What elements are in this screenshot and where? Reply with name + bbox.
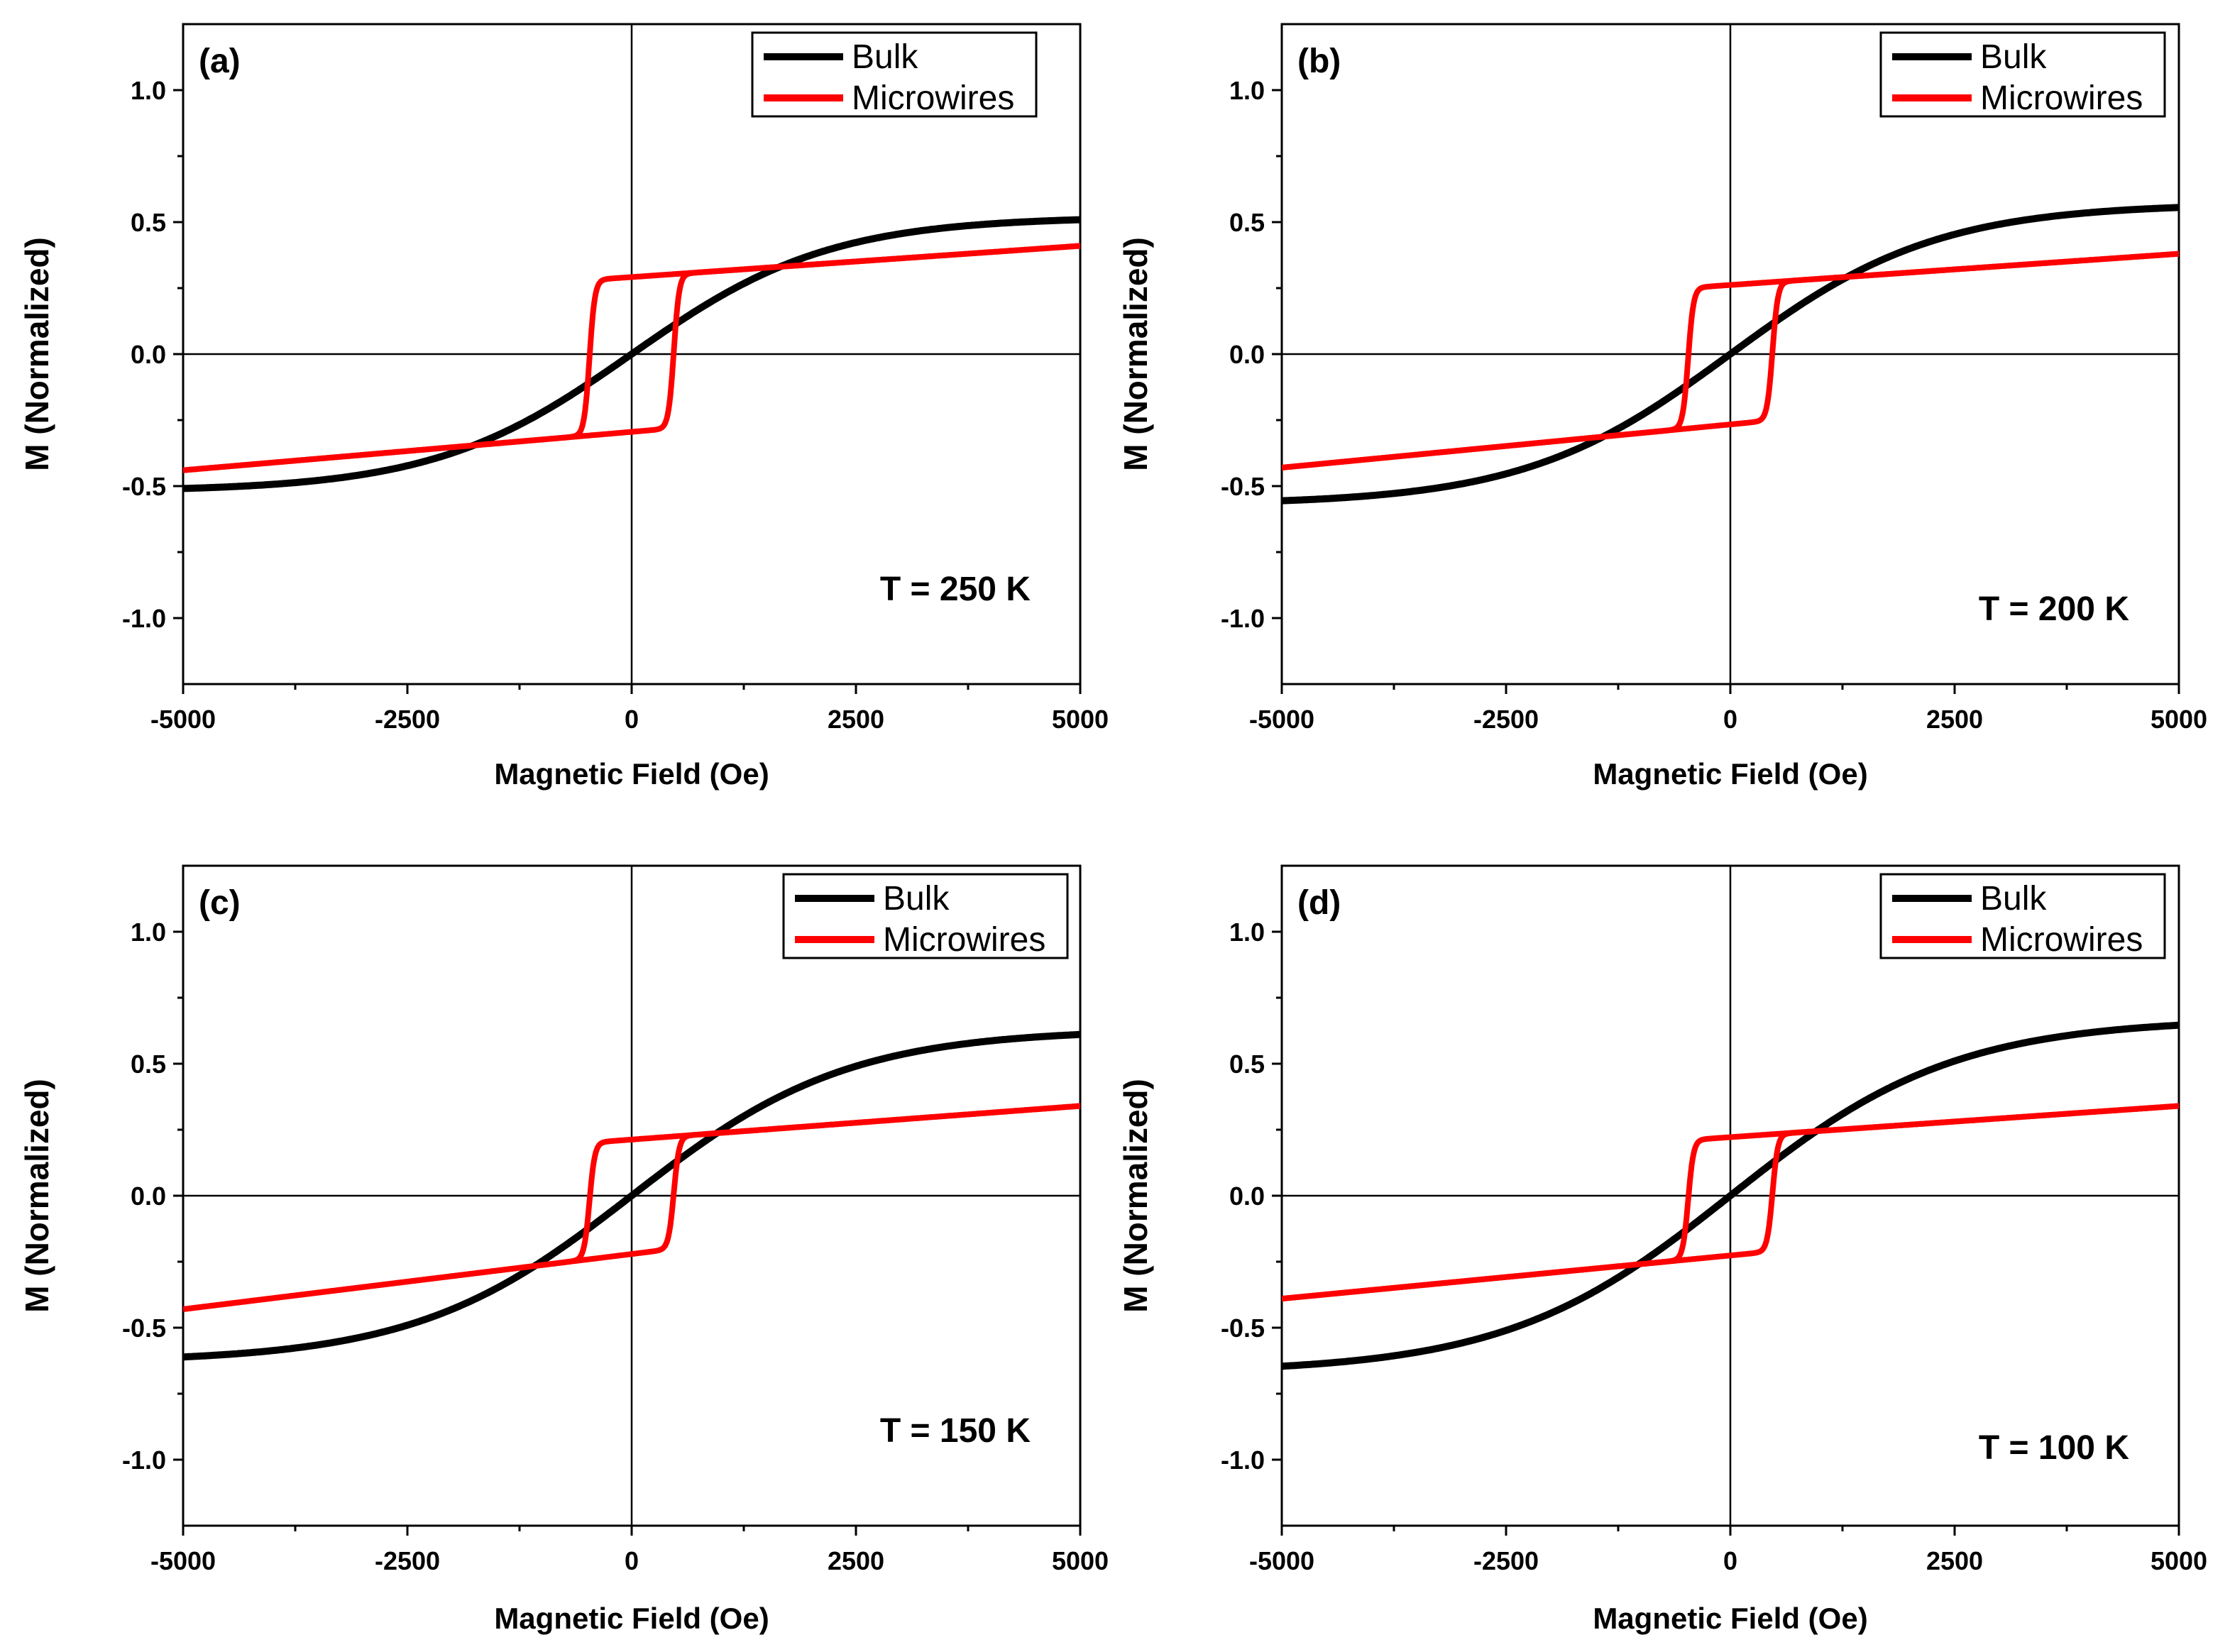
x-tick-label: 0 bbox=[625, 705, 639, 734]
y-tick-label: -0.5 bbox=[122, 472, 166, 501]
legend-label-bulk: Bulk bbox=[1980, 880, 2047, 918]
legend-box bbox=[1879, 873, 2166, 959]
panel-label: (a) bbox=[199, 43, 241, 80]
y-tick-label: -0.5 bbox=[1221, 1314, 1265, 1343]
y-tick-label: -1.0 bbox=[1221, 1446, 1265, 1475]
temperature-annotation: T = 250 K bbox=[880, 571, 1031, 608]
y-tick-label: 0.0 bbox=[1229, 1182, 1265, 1211]
y-tick-label: 0.0 bbox=[131, 340, 166, 369]
x-tick-label: 5000 bbox=[1052, 705, 1109, 734]
legend-label-microwires: Microwires bbox=[883, 921, 1045, 959]
y-axis-title: M (Normalized) bbox=[1117, 1079, 1154, 1313]
panel-label: (d) bbox=[1297, 884, 1341, 922]
chart-panel-c: -5000 -2500 0 2500 5000 1.0 0.5 0.0 -0.5 -1.0 Magn… bbox=[18, 864, 1109, 1635]
x-tick-label: 2500 bbox=[828, 1546, 884, 1575]
x-tick-label: 0 bbox=[1723, 1546, 1737, 1575]
temperature-annotation: T = 200 K bbox=[1979, 590, 2129, 628]
series-bulk-curve bbox=[183, 216, 1080, 492]
y-tick-label: -0.5 bbox=[122, 1314, 166, 1343]
series-bulk-curve bbox=[1282, 1021, 2179, 1370]
y-tick-label: -0.5 bbox=[1221, 472, 1265, 501]
y-axis-title: M (Normalized) bbox=[18, 237, 55, 471]
x-axis-title: Magnetic Field (Oe) bbox=[1593, 757, 1867, 791]
y-tick-label: 0.5 bbox=[131, 208, 166, 237]
x-tick-label: 5000 bbox=[2151, 705, 2207, 734]
x-tick-label: 2500 bbox=[1926, 1546, 1983, 1575]
x-axis-title: Magnetic Field (Oe) bbox=[1593, 1602, 1867, 1635]
x-axis-title: Magnetic Field (Oe) bbox=[494, 757, 769, 791]
temperature-annotation: T = 150 K bbox=[880, 1412, 1031, 1450]
y-tick-label: 0.5 bbox=[131, 1050, 166, 1079]
panel-label: (c) bbox=[199, 884, 241, 922]
chart-panel-a: -5000 -2500 0 2500 5000 1.0 0.5 0.0 -0.5 -1.0 Magn… bbox=[18, 23, 1109, 791]
series-microwires-descending-branch bbox=[1282, 1103, 2179, 1302]
legend-label-microwires: Microwires bbox=[1980, 79, 2143, 117]
x-tick-label: -2500 bbox=[375, 1546, 440, 1575]
legend-box bbox=[751, 31, 1038, 118]
y-tick-label: 0.5 bbox=[1229, 208, 1265, 237]
y-tick-label: 0.0 bbox=[1229, 340, 1265, 369]
chart-panel-d: -5000 -2500 0 2500 5000 1.0 0.5 0.0 -0.5 -1.0 Magn… bbox=[1117, 864, 2207, 1635]
y-tick-label: 1.0 bbox=[1229, 918, 1265, 947]
legend-label-bulk: Bulk bbox=[1980, 38, 2047, 76]
series-microwires-descending-branch bbox=[183, 243, 1080, 473]
series-bulk-curve bbox=[183, 1030, 1080, 1361]
y-tick-label: 0.0 bbox=[131, 1182, 166, 1211]
legend-label-bulk: Bulk bbox=[883, 880, 950, 918]
series-bulk-curve bbox=[1282, 204, 2179, 505]
x-tick-label: -5000 bbox=[1249, 705, 1314, 734]
legend-label-microwires: Microwires bbox=[1980, 921, 2143, 959]
x-tick-label: 0 bbox=[625, 1546, 639, 1575]
x-tick-label: -5000 bbox=[150, 705, 216, 734]
x-tick-label: -5000 bbox=[1249, 1546, 1314, 1575]
y-tick-label: 0.5 bbox=[1229, 1050, 1265, 1079]
y-axis-title: M (Normalized) bbox=[1117, 237, 1154, 471]
x-tick-label: 0 bbox=[1723, 705, 1737, 734]
x-tick-label: 5000 bbox=[1052, 1546, 1109, 1575]
x-tick-label: -5000 bbox=[150, 1546, 216, 1575]
y-tick-label: -1.0 bbox=[1221, 604, 1265, 633]
x-tick-label: -2500 bbox=[1473, 1546, 1539, 1575]
y-tick-label: 1.0 bbox=[131, 76, 166, 105]
x-tick-label: 2500 bbox=[828, 705, 884, 734]
legend-box bbox=[1879, 31, 2166, 118]
x-tick-label: -2500 bbox=[375, 705, 440, 734]
legend-label-microwires: Microwires bbox=[852, 79, 1014, 117]
legend-box bbox=[782, 873, 1069, 959]
series-microwires-descending-branch bbox=[1282, 250, 2179, 470]
x-tick-label: 5000 bbox=[2151, 1546, 2207, 1575]
panel-label: (b) bbox=[1297, 43, 1341, 80]
x-tick-label: 2500 bbox=[1926, 705, 1983, 734]
x-axis-title: Magnetic Field (Oe) bbox=[494, 1602, 769, 1635]
y-tick-label: -1.0 bbox=[122, 1446, 166, 1475]
y-tick-label: 1.0 bbox=[1229, 76, 1265, 105]
series-microwires-descending-branch bbox=[183, 1103, 1080, 1312]
y-axis-title: M (Normalized) bbox=[18, 1079, 55, 1313]
x-tick-label: -2500 bbox=[1473, 705, 1539, 734]
temperature-annotation: T = 100 K bbox=[1979, 1429, 2129, 1467]
y-tick-label: 1.0 bbox=[131, 918, 166, 947]
chart-panel-b: -5000 -2500 0 2500 5000 1.0 0.5 0.0 -0.5 -1.0 Magn… bbox=[1117, 23, 2207, 791]
legend-label-bulk: Bulk bbox=[852, 38, 918, 76]
y-tick-label: -1.0 bbox=[122, 604, 166, 633]
